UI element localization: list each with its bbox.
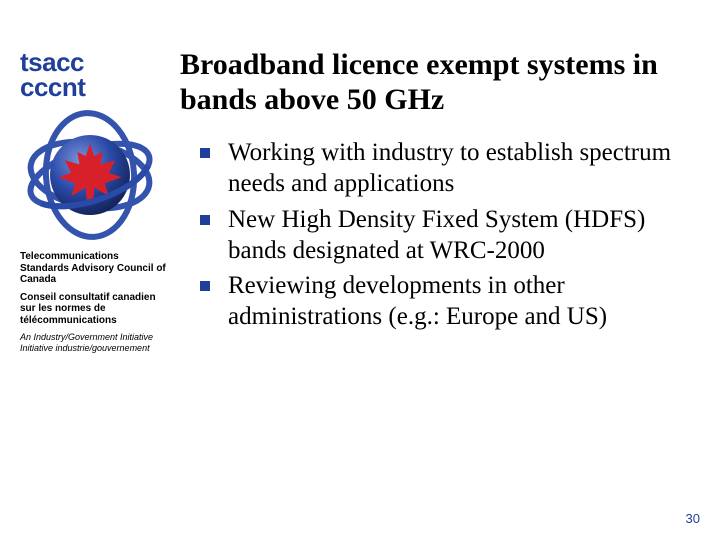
org-name-en: Telecommunications Standards Advisory Co…	[20, 251, 170, 286]
tsacc-logo-text: tsacc cccnt	[20, 50, 170, 99]
org-name-fr: Conseil consultatif canadien sur les nor…	[20, 292, 170, 327]
org-tagline-en: An Industry/Government Initiative	[20, 332, 170, 342]
sidebar-logo-column: tsacc cccnt	[20, 50, 170, 353]
org-tagline-fr: Initiative industrie/gouvernement	[20, 343, 170, 353]
slide: tsacc cccnt	[0, 0, 720, 540]
bullet-list: Working with industry to establish spect…	[200, 137, 690, 333]
bullet-item: Reviewing developments in other administ…	[200, 270, 690, 333]
logo-line-1: tsacc	[20, 50, 170, 75]
page-number: 30	[686, 511, 700, 526]
bullet-item: New High Density Fixed System (HDFS) ban…	[200, 204, 690, 267]
slide-title: Broadband licence exempt systems in band…	[180, 48, 690, 117]
main-content: Broadband licence exempt systems in band…	[180, 48, 690, 337]
bullet-item: Working with industry to establish spect…	[200, 137, 690, 200]
logo-line-2: cccnt	[20, 75, 170, 100]
globe-leaf-icon	[20, 105, 160, 245]
org-text-block: Telecommunications Standards Advisory Co…	[20, 251, 170, 353]
